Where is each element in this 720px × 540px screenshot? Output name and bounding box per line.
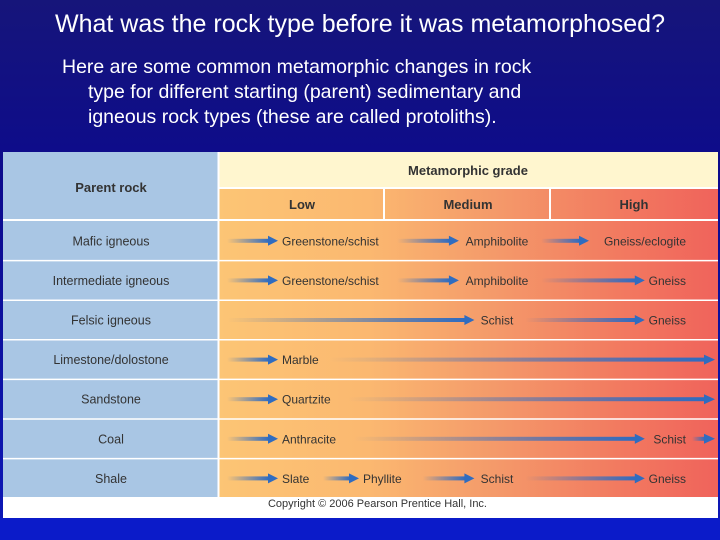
metamorphic-product-label: Schist <box>481 472 514 486</box>
arrow-shaft <box>227 278 269 283</box>
metamorphic-product-label: Schist <box>653 432 686 446</box>
arrow-shaft <box>323 476 350 481</box>
arrow-shaft <box>227 476 269 481</box>
arrow-head <box>448 235 459 246</box>
parent-rock-panel <box>3 152 218 497</box>
metamorphic-grade-table: Parent rock Metamorphic grade Low Medium Hig… <box>3 152 718 497</box>
arrow-shaft <box>227 318 466 322</box>
arrow-head <box>268 235 278 246</box>
metamorphic-product-label: Marble <box>282 353 319 367</box>
arrow-shaft <box>227 397 269 402</box>
slide-title: What was the rock type before it was met… <box>54 10 665 38</box>
arrow-head <box>634 275 645 286</box>
metamorphic-product-label: Amphibolite <box>466 234 529 248</box>
metamorphic-product-label: Gneiss/eclogite <box>604 234 686 248</box>
arrow-head <box>704 433 715 444</box>
body-line-2: type for different starting (parent) sed… <box>88 81 522 103</box>
metamorphic-product-label: Quartzite <box>282 393 331 407</box>
arrow-shaft <box>227 238 269 243</box>
arrow-head <box>268 394 278 405</box>
metamorphic-product-label: Anthracite <box>282 432 336 446</box>
arrow-shaft <box>422 476 466 481</box>
metamorphic-product-label: Gneiss <box>649 274 686 288</box>
parent-rock-label: Limestone/dolostone <box>53 353 168 367</box>
grade-gradient-panel <box>219 189 718 497</box>
arrow-head <box>268 275 278 286</box>
arrow-head <box>579 235 589 246</box>
metamorphic-product-label: Greenstone/schist <box>282 274 379 288</box>
parent-rock-header: Parent rock <box>75 180 147 195</box>
slide-body-text: Here are some common metamorphic changes… <box>62 55 682 130</box>
arrow-shaft <box>541 278 636 283</box>
metamorphic-product-label: Amphibolite <box>466 274 529 288</box>
parent-rock-label: Intermediate igneous <box>53 274 170 288</box>
arrow-head <box>634 315 645 325</box>
arrow-shaft <box>525 318 636 322</box>
copyright-notice: Copyright © 2006 Pearson Prentice Hall, … <box>267 498 487 510</box>
parent-rock-label: Felsic igneous <box>71 314 151 328</box>
body-line-1: Here are some common metamorphic changes… <box>62 56 532 78</box>
arrow-head <box>268 473 278 484</box>
metamorphic-grade-header: Metamorphic grade <box>408 163 528 178</box>
arrow-shaft <box>397 238 450 243</box>
grade-column-label-high: High <box>620 197 649 212</box>
parent-rock-label: Sandstone <box>81 393 141 407</box>
arrow-shaft <box>525 476 636 481</box>
arrow-shaft <box>329 357 705 362</box>
arrow-head <box>268 354 278 365</box>
arrow-head <box>634 433 645 444</box>
arrow-shaft <box>541 238 580 243</box>
parent-rock-label: Coal <box>98 432 124 446</box>
parent-rock-label: Shale <box>95 472 127 486</box>
grade-column-label-medium: Medium <box>443 197 492 212</box>
metamorphic-product-label: Slate <box>282 472 310 486</box>
arrow-head <box>349 473 359 484</box>
arrow-shaft <box>227 357 269 362</box>
body-line-3: igneous rock types (these are called pro… <box>88 106 497 128</box>
parent-rock-label: Mafic igneous <box>72 234 149 248</box>
grade-column-label-low: Low <box>289 197 316 212</box>
metamorphic-product-label: Gneiss <box>649 314 686 328</box>
metamorphic-product-label: Gneiss <box>649 472 686 486</box>
metamorphic-product-label: Greenstone/schist <box>282 234 379 248</box>
metamorphic-product-label: Phyllite <box>363 472 402 486</box>
arrow-head <box>464 315 475 325</box>
metamorphic-grade-figure: Parent rock Metamorphic grade Low Medium Hig… <box>3 152 718 518</box>
arrow-shaft <box>227 436 269 441</box>
arrow-shaft <box>354 436 636 441</box>
arrow-head <box>268 433 278 444</box>
arrow-shaft <box>347 397 705 402</box>
grade-header-band <box>219 152 718 188</box>
slide-footer-band <box>0 518 720 540</box>
arrow-shaft <box>692 436 705 441</box>
arrow-head <box>634 473 645 484</box>
arrow-head <box>704 394 715 405</box>
arrow-head <box>448 275 459 286</box>
arrow-head <box>704 354 715 365</box>
metamorphic-product-label: Schist <box>481 314 514 328</box>
arrow-shaft <box>397 278 450 283</box>
arrow-head <box>464 473 475 484</box>
